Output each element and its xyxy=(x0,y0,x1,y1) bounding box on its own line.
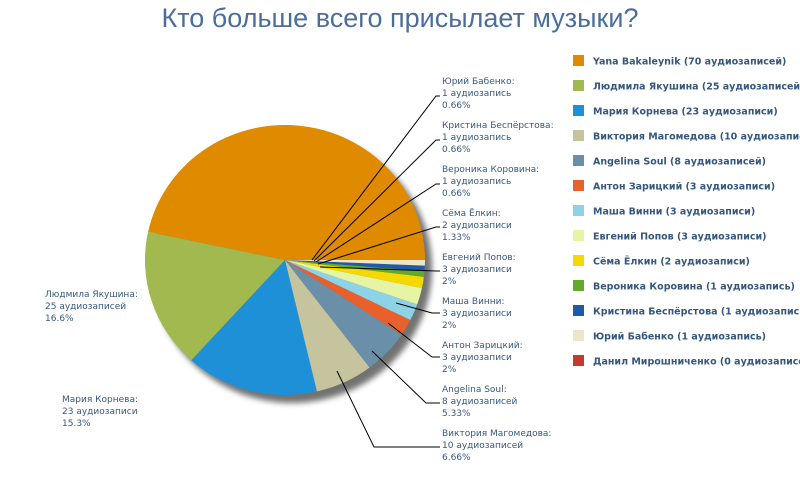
leader-line xyxy=(395,302,440,314)
legend-label[interactable]: Мария Корнева (23 аудиозаписи) xyxy=(593,107,778,118)
legend-label[interactable]: Кристина Беспёрстова (1 аудиозапись) xyxy=(593,307,800,318)
legend-swatch xyxy=(573,130,584,141)
slice-4[interactable] xyxy=(285,260,402,368)
legend-label[interactable]: Юрий Бабенко (1 аудиозапись) xyxy=(593,332,766,343)
leader-line xyxy=(319,266,440,272)
leader-line xyxy=(387,322,440,358)
legend-swatch xyxy=(573,230,584,241)
legend-label[interactable]: Антон Зарицкий (3 аудиозаписи) xyxy=(593,182,775,193)
data-label: 3 аудиозаписи xyxy=(442,265,512,275)
legend-swatch xyxy=(573,180,584,191)
slice-2[interactable] xyxy=(191,260,317,395)
legend-label[interactable]: Евгений Попов (3 аудиозаписи) xyxy=(593,232,766,243)
legend-label[interactable]: Маша Винни (3 аудиозаписи) xyxy=(593,207,755,218)
legend-swatch xyxy=(573,80,584,91)
legend-label[interactable]: Виктория Магомедова (10 аудиозаписей) xyxy=(593,132,800,143)
legend-swatch xyxy=(573,330,584,341)
data-label: 5.33% xyxy=(442,409,471,419)
legend-label[interactable]: Angelina Soul (8 аудиозаписей) xyxy=(593,157,766,168)
legend-label[interactable]: Данил Мирошниченко (0 аудиозаписей) xyxy=(593,357,800,368)
slice-6[interactable] xyxy=(285,260,418,321)
slice-5[interactable] xyxy=(285,260,411,335)
data-label: 23 аудиозаписи xyxy=(62,407,138,417)
data-label: Людмила Якушина: xyxy=(45,290,138,300)
legend-swatch xyxy=(573,305,584,316)
slice-7[interactable] xyxy=(285,260,422,305)
data-label: Антон Зарицкий: xyxy=(442,341,523,351)
leader-line xyxy=(317,226,440,265)
leader-line xyxy=(371,350,440,404)
data-label: 1 аудиозапись xyxy=(442,133,511,143)
leader-line xyxy=(315,183,440,263)
data-label: Виктория Магомедова: xyxy=(442,429,551,439)
data-label: Сёма Ёлкин: xyxy=(442,208,501,219)
data-label: 15.3% xyxy=(62,419,91,429)
slice-11[interactable] xyxy=(285,260,425,266)
data-label: 0.66% xyxy=(442,101,471,111)
legend-swatch xyxy=(573,255,584,266)
legend-swatch xyxy=(573,355,584,366)
data-label: 0.66% xyxy=(442,189,471,199)
legend-label[interactable]: Сёма Ёлкин (2 аудиозаписи) xyxy=(593,257,750,268)
data-label: Мария Корнева: xyxy=(62,395,138,405)
chart-title: Кто больше всего присылает музыки? xyxy=(161,3,639,33)
data-label: 1.33% xyxy=(442,233,471,243)
data-label: 1 аудиозапись xyxy=(442,89,511,99)
legend-swatch xyxy=(573,155,584,166)
data-label: 10 аудиозаписей xyxy=(442,441,523,451)
slice-10[interactable] xyxy=(285,260,425,272)
data-label: 1 аудиозапись xyxy=(442,177,511,187)
data-label: 3 аудиозаписи xyxy=(442,309,512,319)
data-label: 16.6% xyxy=(45,314,74,324)
data-label: 25 аудиозаписей xyxy=(45,302,126,312)
data-label: 6.66% xyxy=(442,453,471,463)
data-label: 2% xyxy=(442,321,457,331)
legend-label[interactable]: Людмила Якушина (25 аудиозаписей) xyxy=(593,82,800,93)
data-label: Angelina Soul: xyxy=(442,385,507,395)
slice-0[interactable] xyxy=(148,125,425,260)
data-label: Маша Винни: xyxy=(442,297,505,307)
data-label: 8 аудиозаписей xyxy=(442,397,518,407)
leader-line xyxy=(336,370,440,448)
leader-line xyxy=(313,139,440,262)
legend-swatch xyxy=(573,205,584,216)
data-label: 0.66% xyxy=(442,145,471,155)
legend-label[interactable]: Yana Bakaleynik (70 аудиозаписей) xyxy=(592,57,786,68)
slice-1[interactable] xyxy=(145,231,285,361)
slice-8[interactable] xyxy=(285,260,424,289)
slice-3[interactable] xyxy=(285,260,370,392)
legend-swatch xyxy=(573,280,584,291)
data-label: 2% xyxy=(442,365,457,375)
leader-line xyxy=(311,95,440,261)
legend-swatch xyxy=(573,105,584,116)
data-label: 2% xyxy=(442,277,457,287)
legend-swatch xyxy=(573,55,584,66)
legend-label[interactable]: Вероника Коровина (1 аудиозапись) xyxy=(593,282,795,293)
data-label: Кристина Беспёрстова: xyxy=(442,121,554,131)
data-label: Евгений Попов: xyxy=(442,253,516,263)
data-label: 3 аудиозаписи xyxy=(442,353,512,363)
data-label: Юрий Бабенко: xyxy=(442,77,515,87)
data-label: 2 аудиозаписи xyxy=(442,221,512,231)
data-label: Вероника Коровина: xyxy=(442,165,539,175)
